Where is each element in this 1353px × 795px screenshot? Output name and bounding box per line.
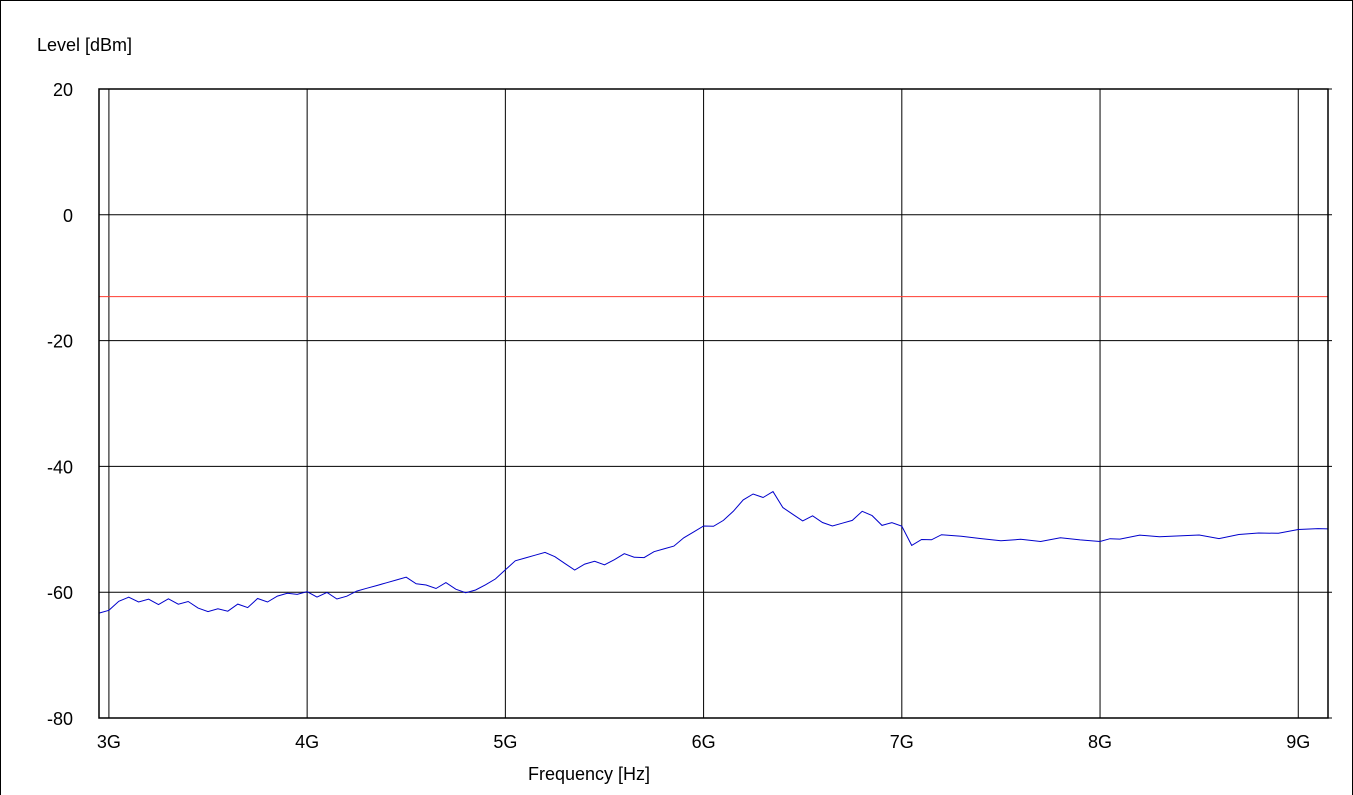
y-tick-label: 20 bbox=[53, 80, 73, 100]
y-tick-label: -20 bbox=[47, 332, 73, 352]
x-tick-label: 5G bbox=[493, 732, 517, 752]
grid bbox=[99, 88, 1332, 719]
y-tick-label: 0 bbox=[63, 206, 73, 226]
x-tick-labels: 3G 4G 5G 6G 7G 8G 9G bbox=[97, 732, 1310, 752]
trace-group bbox=[98, 490, 1329, 614]
x-tick-label: 8G bbox=[1088, 732, 1112, 752]
x-tick-label: 3G bbox=[97, 732, 121, 752]
x-tick-label: 7G bbox=[890, 732, 914, 752]
y-axis-label: Level [dBm] bbox=[37, 35, 132, 55]
y-tick-label: -60 bbox=[47, 583, 73, 603]
y-tick-label: -80 bbox=[47, 709, 73, 729]
plot-area-border bbox=[98, 88, 1329, 719]
y-tick-label: -40 bbox=[47, 457, 73, 477]
x-tick-label: 4G bbox=[295, 732, 319, 752]
y-tick-labels: 20 0 -20 -40 -60 -80 bbox=[47, 80, 73, 729]
x-axis-label: Frequency [Hz] bbox=[528, 764, 650, 784]
x-tick-label: 9G bbox=[1286, 732, 1310, 752]
series-line bbox=[98, 490, 1329, 614]
x-tick-label: 6G bbox=[692, 732, 716, 752]
